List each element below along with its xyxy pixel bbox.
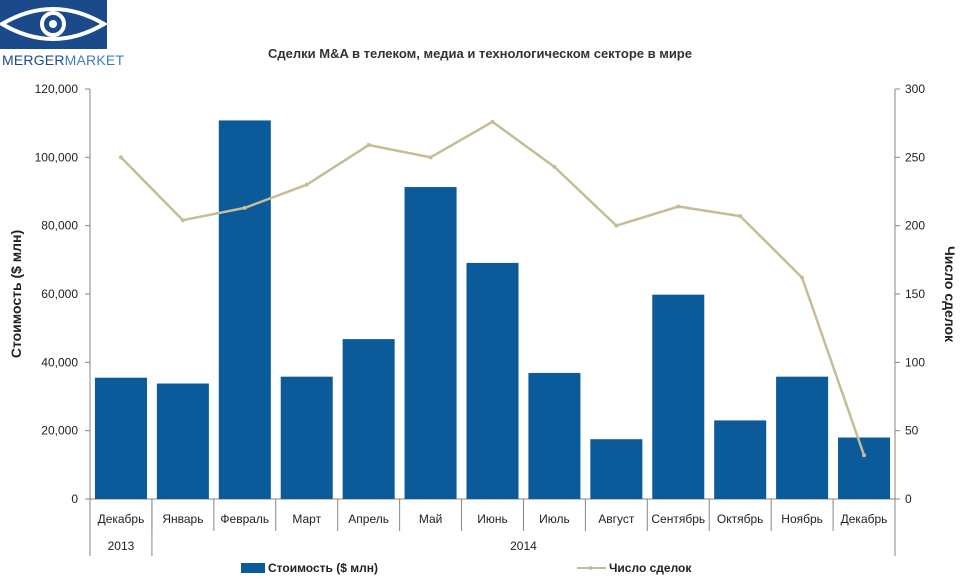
line-point (552, 164, 557, 169)
x-tick-label: Март (292, 512, 321, 526)
chart-title: Сделки M&A в телеком, медиа и технологич… (268, 46, 692, 61)
bar (838, 437, 891, 499)
bar (714, 420, 767, 499)
x-tick-label: Февраль (220, 512, 269, 526)
x-tick-label: Октябрь (717, 512, 764, 526)
line-point (428, 155, 433, 160)
y-tick-label-left: 20,000 (41, 424, 78, 438)
legend-label-line: Число сделок (609, 561, 692, 575)
x-tick-label: Июль (539, 512, 570, 526)
y-tick-label-left: 0 (71, 492, 78, 506)
x-tick-label: Июнь (477, 512, 508, 526)
y-tick-label-right: 100 (905, 355, 925, 369)
x-tick-label: Май (419, 512, 443, 526)
legend-label-bar: Стоимость ($ млн) (268, 561, 378, 575)
bar (94, 377, 147, 499)
bar (590, 439, 643, 499)
y-axis-label-right: Число сделок (942, 246, 958, 343)
bar (466, 262, 519, 499)
line-point (242, 205, 247, 210)
y-tick-label-left: 120,000 (35, 82, 79, 96)
y-tick-label-right: 50 (905, 424, 919, 438)
bar (776, 376, 829, 499)
y-tick-label-right: 250 (905, 150, 925, 164)
x-tick-label: Январь (162, 512, 203, 526)
bar (342, 339, 395, 499)
bar (528, 372, 581, 499)
line-point (118, 155, 123, 160)
logo-text: MERGERMARKET (2, 52, 125, 68)
logo-mark (0, 0, 108, 49)
line-point (738, 214, 743, 219)
y-axis-label-left: Стоимость ($ млн) (8, 230, 24, 358)
x-tick-label: Апрель (348, 512, 389, 526)
bar (652, 294, 705, 499)
x-year-label: 2013 (108, 539, 135, 553)
x-tick-label: Август (598, 512, 635, 526)
legend-swatch-bar (241, 563, 265, 573)
y-tick-label-right: 0 (905, 492, 912, 506)
x-tick-label: Сентябрь (651, 512, 705, 526)
y-tick-label-right: 200 (905, 219, 925, 233)
line-point (490, 119, 495, 124)
bar (218, 120, 271, 499)
x-tick-label: Декабрь (841, 512, 888, 526)
legend-swatch-marker (589, 566, 593, 570)
y-tick-label-left: 80,000 (41, 219, 78, 233)
bar (156, 383, 209, 499)
line-point (366, 143, 371, 148)
y-tick-label-left: 40,000 (41, 355, 78, 369)
y-tick-label-right: 300 (905, 82, 925, 96)
line-point (676, 204, 681, 209)
y-tick-label-left: 60,000 (41, 287, 78, 301)
line-point (862, 453, 867, 458)
eye-icon (0, 7, 108, 41)
line-point (180, 218, 185, 223)
line-point (800, 275, 805, 280)
line-point (614, 223, 619, 228)
x-tick-label: Ноябрь (781, 512, 823, 526)
y-tick-label-left: 100,000 (35, 150, 79, 164)
bar (280, 376, 333, 499)
bar (404, 187, 457, 499)
x-year-label: 2014 (510, 539, 537, 553)
line-point (304, 182, 309, 187)
x-tick-label: Декабрь (98, 512, 145, 526)
y-tick-label-right: 150 (905, 287, 925, 301)
